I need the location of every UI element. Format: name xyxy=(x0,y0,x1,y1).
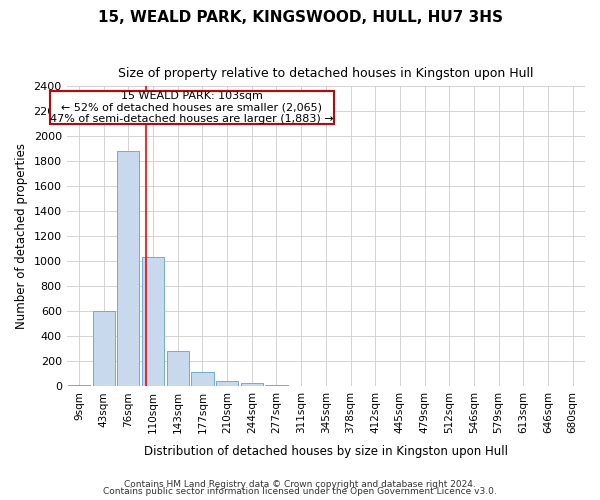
Bar xyxy=(241,383,263,386)
Y-axis label: Number of detached properties: Number of detached properties xyxy=(15,143,28,329)
X-axis label: Distribution of detached houses by size in Kingston upon Hull: Distribution of detached houses by size … xyxy=(144,444,508,458)
Title: Size of property relative to detached houses in Kingston upon Hull: Size of property relative to detached ho… xyxy=(118,68,533,80)
Bar xyxy=(142,258,164,386)
Text: 15, WEALD PARK, KINGSWOOD, HULL, HU7 3HS: 15, WEALD PARK, KINGSWOOD, HULL, HU7 3HS xyxy=(97,10,503,25)
Bar xyxy=(191,372,214,386)
Bar xyxy=(167,350,189,386)
Text: Contains HM Land Registry data © Crown copyright and database right 2024.: Contains HM Land Registry data © Crown c… xyxy=(124,480,476,489)
Text: Contains public sector information licensed under the Open Government Licence v3: Contains public sector information licen… xyxy=(103,487,497,496)
Bar xyxy=(216,381,238,386)
Bar xyxy=(117,151,139,386)
Bar xyxy=(92,312,115,386)
Bar xyxy=(265,385,287,386)
Text: 15 WEALD PARK: 103sqm
← 52% of detached houses are smaller (2,065)
47% of semi-d: 15 WEALD PARK: 103sqm ← 52% of detached … xyxy=(50,91,334,124)
Bar xyxy=(68,384,90,386)
